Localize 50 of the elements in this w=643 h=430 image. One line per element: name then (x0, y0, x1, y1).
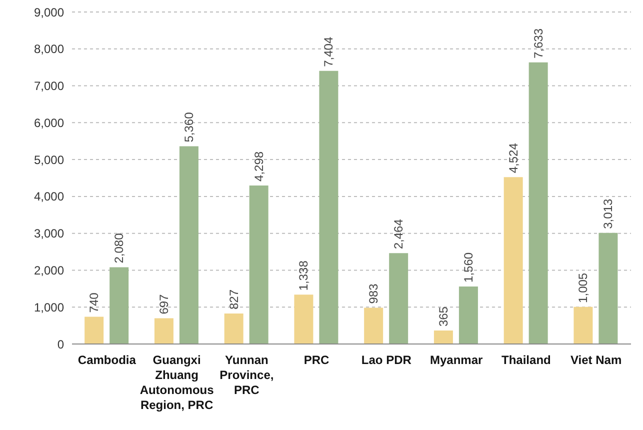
x-tick-label: Myanmar (430, 353, 483, 367)
bar (504, 177, 523, 344)
data-label: 5,360 (182, 112, 196, 142)
x-tick-label: Viet Nam (570, 353, 622, 367)
y-tick-label: 0 (57, 337, 64, 352)
bar (249, 185, 268, 344)
data-label: 7,633 (531, 28, 546, 58)
bar (389, 253, 408, 344)
bar (224, 313, 244, 344)
bar (179, 146, 198, 344)
bar (319, 70, 338, 344)
data-label: 365 (436, 306, 450, 327)
x-tick-label: Lao PDR (361, 353, 412, 367)
bar (528, 62, 548, 344)
y-tick-label: 9,000 (34, 5, 64, 20)
bar (84, 316, 104, 344)
bar (154, 318, 174, 344)
bar (598, 232, 618, 344)
y-tick-label: 2,000 (34, 263, 64, 278)
y-tick-label: 5,000 (34, 152, 64, 167)
y-tick-label: 8,000 (34, 42, 64, 56)
bar (574, 306, 593, 344)
y-tick-label: 7,000 (34, 79, 64, 94)
x-tick-label: Cambodia (78, 353, 136, 367)
data-label: 1,560 (461, 252, 476, 282)
data-label: 3,013 (601, 198, 616, 229)
y-tick-label: 3,000 (34, 226, 64, 241)
data-label: 983 (366, 283, 381, 304)
data-label: 697 (156, 294, 171, 314)
y-tick-label: 6,000 (34, 116, 64, 130)
data-label: 827 (226, 289, 241, 310)
data-label: 1,005 (576, 272, 590, 303)
data-label: 7,404 (322, 36, 336, 67)
data-label: 1,338 (296, 260, 311, 291)
bar (364, 308, 384, 344)
x-tick-label: Thailand (502, 353, 551, 367)
data-label: 4,524 (506, 142, 520, 174)
x-tick-label: Yunnan Province, PRC (220, 353, 274, 397)
data-label: 740 (87, 292, 102, 313)
bar (110, 267, 129, 344)
data-label: 2,464 (392, 218, 406, 250)
x-tick-label: Guangxi Zhuang Autonomous Region, PRC (140, 353, 214, 412)
y-tick-label: 4,000 (34, 190, 64, 204)
bar (434, 330, 453, 344)
data-label: 4,298 (252, 151, 266, 182)
y-tick-label: 1,000 (34, 300, 64, 314)
bar (458, 286, 478, 344)
data-label: 2,080 (112, 232, 126, 264)
x-tick-label: PRC (304, 353, 330, 367)
bar (294, 294, 314, 344)
